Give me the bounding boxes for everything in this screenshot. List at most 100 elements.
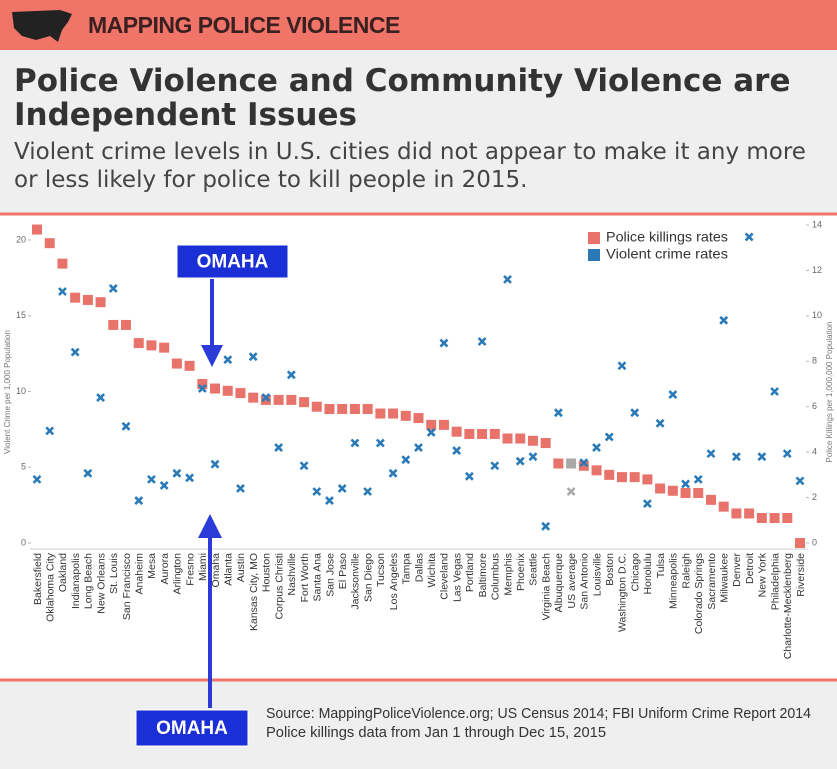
x-tick-label: St. Louis — [108, 553, 120, 594]
x-tick-label: Oklahoma City — [44, 552, 56, 622]
x-marker — [286, 370, 296, 380]
square-marker — [349, 403, 360, 414]
x-marker — [325, 496, 334, 505]
square-marker — [197, 379, 208, 389]
x-tick-label: Tulsa — [655, 553, 667, 578]
x-marker — [553, 408, 563, 418]
x-marker — [757, 452, 767, 462]
annotation-box — [176, 244, 289, 279]
x-tick-label: Riverside — [795, 553, 807, 597]
x-marker — [503, 274, 512, 284]
x-tick-label: Miami — [197, 553, 209, 581]
square-marker — [616, 472, 627, 483]
square-marker — [260, 394, 271, 405]
x-tick-label: Corpus Christi — [273, 553, 285, 620]
square-marker — [782, 513, 793, 524]
x-tick-label: Raleigh — [680, 553, 692, 589]
x-marker — [70, 347, 80, 357]
x-marker — [185, 473, 195, 483]
x-tick-label: Baltimore — [477, 553, 489, 598]
x-tick-label: Chicago — [629, 553, 641, 592]
square-marker — [629, 472, 640, 483]
x-tick-label: San Jose — [324, 553, 336, 597]
x-marker — [147, 474, 156, 484]
us-map-logo — [12, 10, 72, 42]
legend-swatch — [588, 249, 600, 261]
chart-title: Police Violence and Community Violence a… — [14, 64, 791, 133]
square-marker — [604, 469, 615, 480]
x-marker — [795, 476, 805, 486]
x-marker — [681, 479, 690, 489]
x-marker — [642, 499, 652, 509]
y-tick-label: 5 — [21, 462, 26, 472]
x-marker — [58, 287, 67, 296]
x-tick-label: Fresno — [184, 553, 196, 586]
x-tick-label: Oakland — [57, 553, 69, 592]
square-marker — [286, 394, 297, 405]
x-marker — [274, 443, 284, 452]
x-marker — [363, 487, 373, 496]
y2-tick-label: 12 — [812, 265, 822, 275]
x-tick-label: Sacramento — [706, 553, 718, 610]
x-marker — [782, 449, 792, 459]
square-marker — [578, 460, 589, 471]
y-tick-label: 0 — [21, 537, 26, 547]
x-tick-label: Omaha — [210, 553, 222, 588]
x-tick-label: Las Vegas — [451, 553, 463, 602]
x-tick-label: Indianapolis — [70, 553, 82, 609]
x-tick-label: Colorado Springs — [693, 553, 705, 634]
x-marker — [592, 443, 601, 452]
x-tick-label: Honolulu — [642, 553, 654, 595]
x-marker — [668, 390, 678, 399]
x-marker — [490, 461, 500, 471]
square-marker — [464, 428, 475, 439]
square-marker — [540, 438, 551, 449]
x-marker — [350, 438, 360, 448]
x-marker — [731, 452, 741, 462]
square-marker — [95, 297, 106, 308]
x-marker — [477, 337, 487, 346]
x-marker — [706, 449, 716, 459]
x-tick-label: San Francisco — [121, 553, 133, 620]
x-tick-label: Memphis — [502, 553, 514, 596]
x-tick-label: Louisville — [591, 553, 603, 596]
x-marker — [630, 408, 640, 418]
square-marker — [705, 494, 716, 505]
x-marker — [159, 481, 169, 490]
x-tick-label: Virginia Beach — [540, 553, 552, 621]
x-tick-label: Santa Ana — [312, 553, 324, 602]
square-marker — [70, 292, 81, 303]
source: Police killings data from Jan 1 through … — [266, 724, 606, 741]
x-marker — [693, 474, 703, 484]
square-marker — [375, 408, 386, 419]
x-tick-label: Fort Worth — [299, 553, 311, 603]
square-marker — [171, 358, 182, 369]
source: Source: MappingPoliceViolence.org; US Ce… — [266, 705, 811, 722]
x-tick-label: Wichita — [426, 553, 438, 588]
square-marker — [32, 224, 42, 235]
legend-label: Police killings rates — [606, 229, 728, 245]
square-marker — [515, 433, 526, 444]
square-marker — [44, 238, 55, 249]
x-marker — [515, 456, 525, 466]
brand: MAPPING POLICE VIOLENCE — [88, 12, 400, 38]
x-tick-label: New York — [757, 552, 769, 597]
square-marker — [146, 340, 157, 351]
x-marker — [744, 232, 754, 242]
x-tick-label: El Paso — [337, 553, 349, 589]
x-marker — [426, 427, 436, 437]
square-marker — [731, 508, 742, 519]
x-tick-label: Kansas City, MO — [248, 553, 260, 631]
square-marker — [324, 403, 335, 414]
y2-tick-label: 4 — [812, 447, 817, 457]
x-tick-label: Bakersfield — [32, 553, 44, 605]
annotation: OMAHA — [156, 718, 228, 739]
x-marker — [452, 446, 462, 456]
x-marker — [32, 474, 42, 484]
square-marker — [299, 397, 310, 408]
x-tick-label: Detroit — [744, 553, 756, 584]
y2-tick-label: 8 — [812, 356, 817, 366]
x-tick-label: New Orleans — [95, 553, 107, 614]
x-marker — [541, 521, 551, 531]
